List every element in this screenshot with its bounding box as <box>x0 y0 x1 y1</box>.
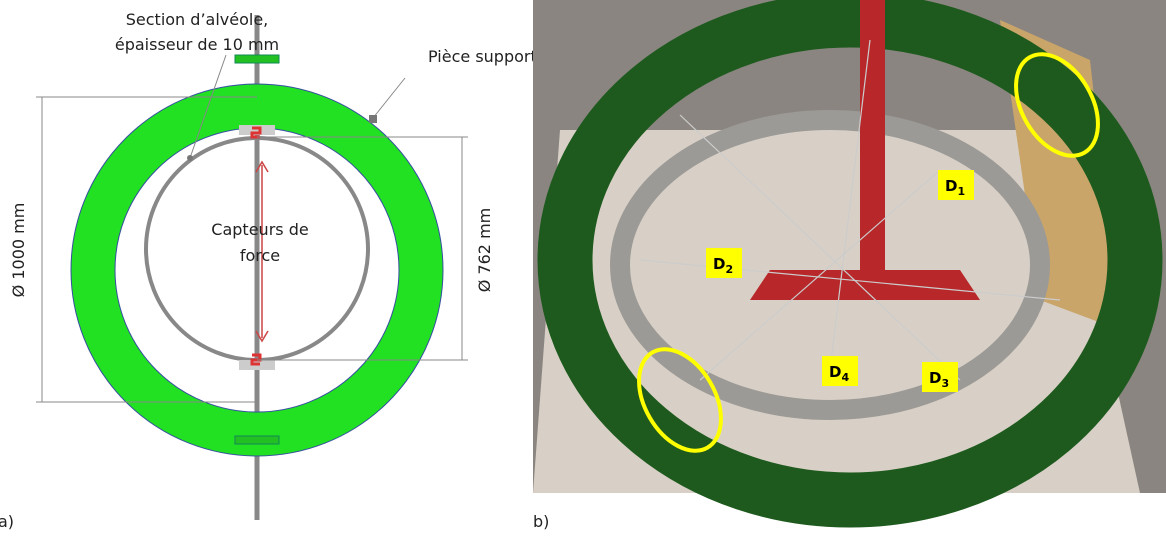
inner-diameter: Ø 762 mm <box>475 208 494 292</box>
marker-letter: D <box>945 177 957 195</box>
panel-b-photo: b) <box>533 0 1166 531</box>
marker-index: 4 <box>841 371 849 384</box>
support-note: Pièce support <box>428 47 537 66</box>
marker-letter: D <box>829 363 841 381</box>
plate <box>235 436 279 444</box>
sensor <box>252 128 260 137</box>
panel-a: Section d’alvéole, épaisseur de 10 mm Pi… <box>0 10 537 531</box>
outer-diameter: Ø 1000 mm <box>9 203 28 298</box>
stand <box>860 0 885 280</box>
section-note: Section d’alvéole, <box>126 10 269 29</box>
stand-base <box>750 270 980 300</box>
sensor-note: force <box>240 246 280 265</box>
marker-index: 2 <box>725 263 733 276</box>
panel-label: a) <box>0 512 14 531</box>
marker-index: 1 <box>957 185 965 198</box>
figure: Section d’alvéole, épaisseur de 10 mm Pi… <box>0 0 1166 533</box>
plate <box>235 55 279 63</box>
marker-letter: D <box>929 369 941 387</box>
panel-label: b) <box>533 512 549 531</box>
pointer-dot <box>369 115 377 123</box>
section-note: épaisseur de 10 mm <box>115 35 279 54</box>
pointer-dot <box>187 155 193 161</box>
marker-index: 3 <box>941 377 949 390</box>
marker-letter: D <box>713 255 725 273</box>
sensor-note: Capteurs de <box>211 220 308 239</box>
